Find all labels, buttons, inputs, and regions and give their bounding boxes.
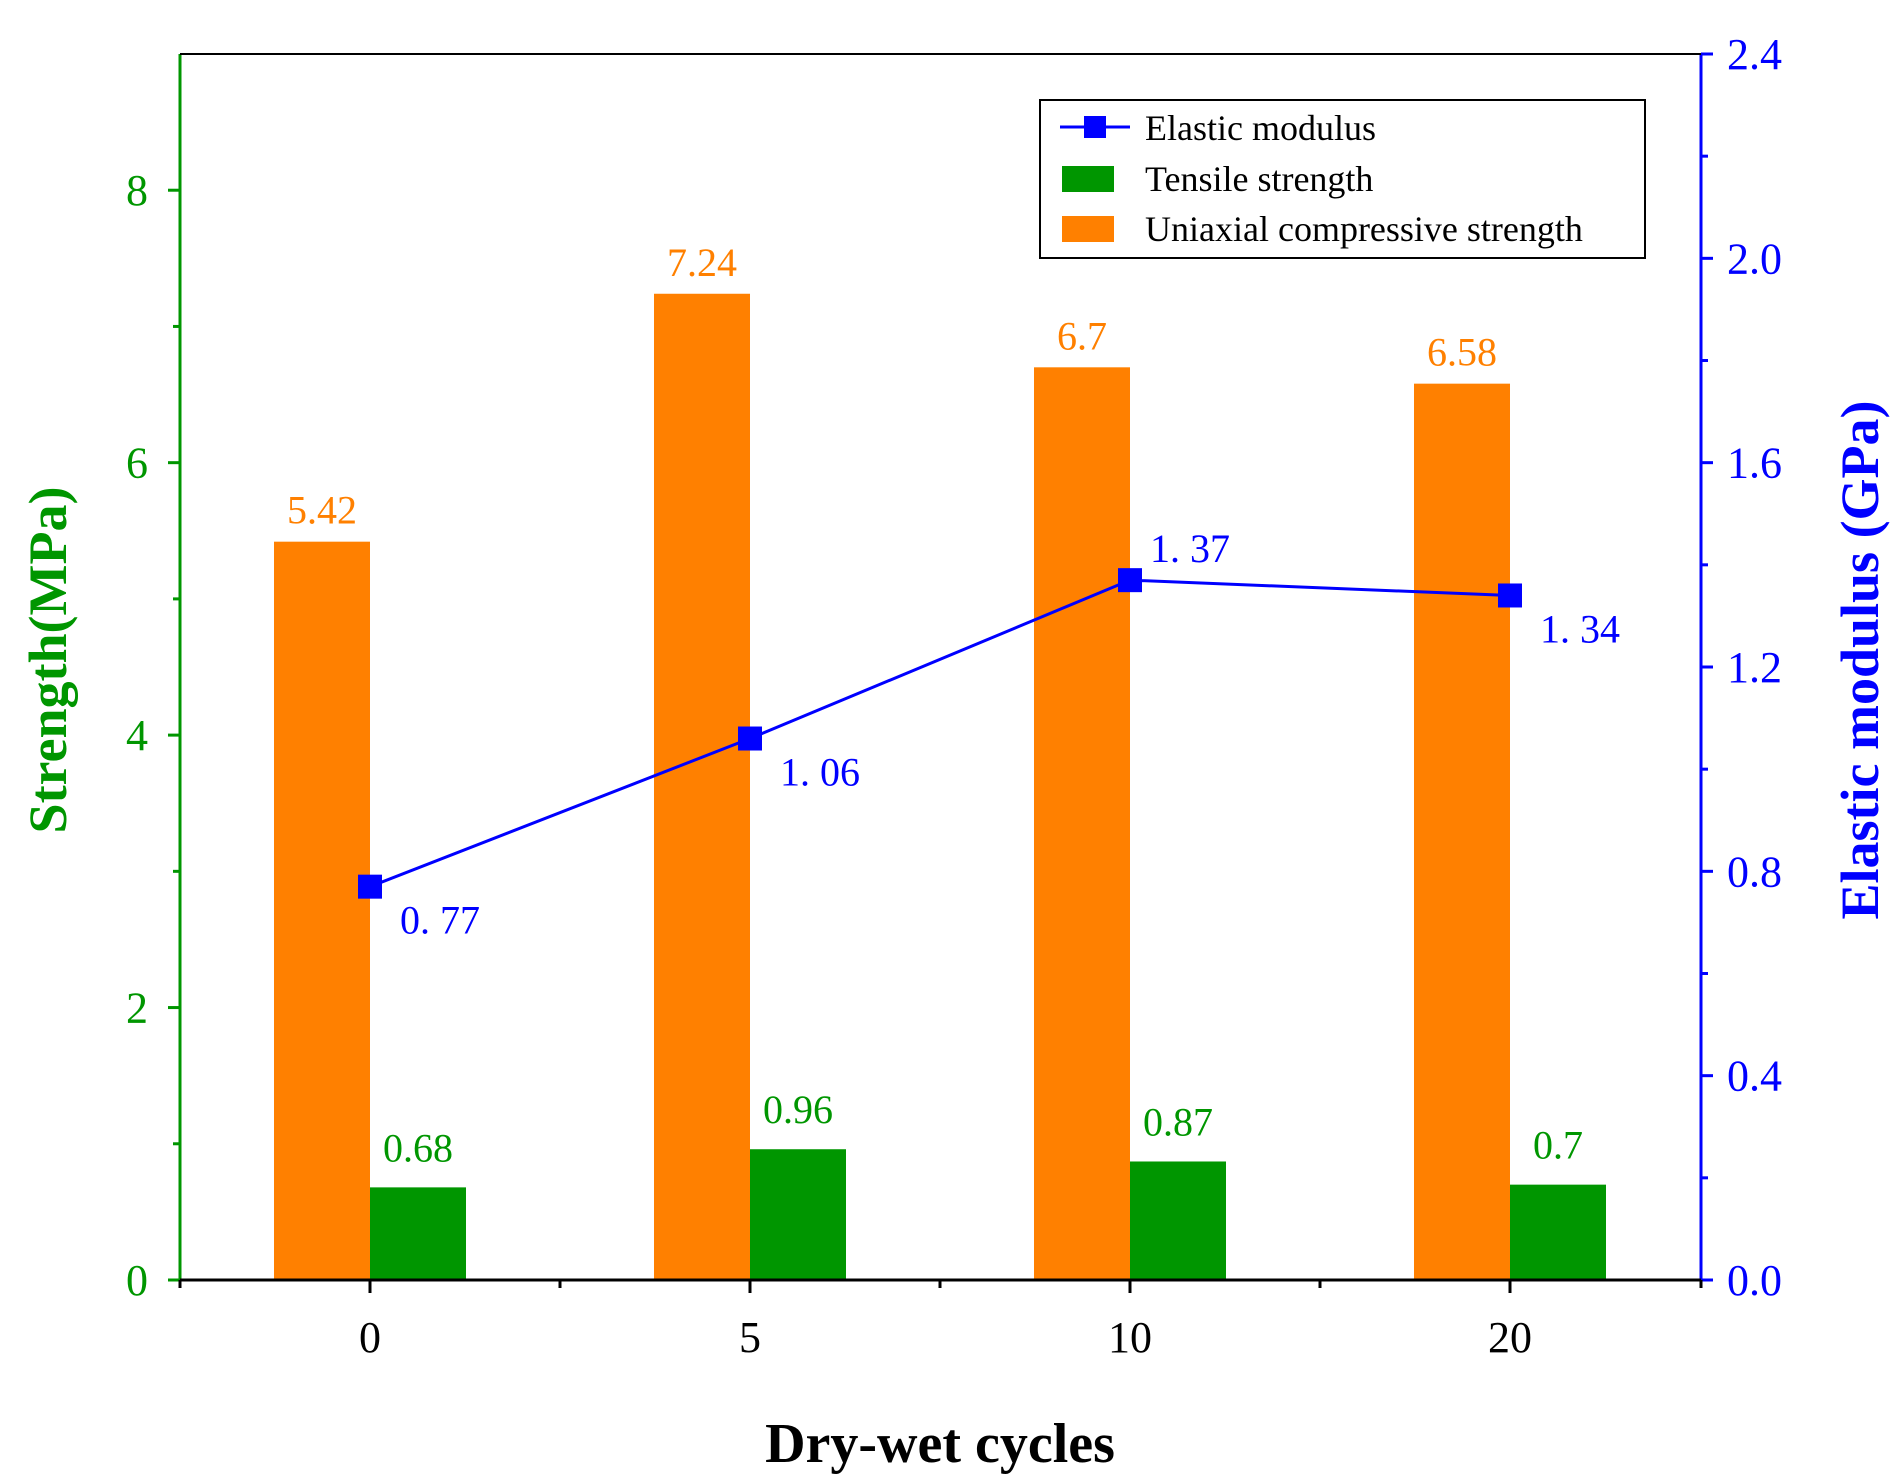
- y-right-tick-label: 2.0: [1727, 234, 1782, 283]
- bar-ucs-5: [654, 293, 750, 1280]
- x-axis-title: Dry-wet cycles: [765, 1413, 1115, 1475]
- data-labels-layer: 5.42 7.24 6.7 6.58 0.68 0.96 0.87 0.7 0. 77 1. 06…: [287, 240, 1620, 1171]
- legend-swatch-ucs: [1062, 216, 1114, 242]
- x-tick-label-0: 0: [359, 1313, 381, 1362]
- bar-tensile-0: [370, 1187, 466, 1280]
- marker-elastic-modulus-5: [738, 726, 762, 751]
- data-label-tensile-5: 0.96: [763, 1087, 833, 1132]
- legend-swatch-tensile: [1062, 166, 1114, 192]
- x-tick-label-20: 20: [1488, 1313, 1532, 1362]
- y-right-tick-label: 1.6: [1727, 439, 1782, 488]
- data-label-ucs-20: 6.58: [1427, 330, 1497, 375]
- legend-label-tensile-strength: Tensile strength: [1145, 159, 1373, 199]
- data-label-ucs-5: 7.24: [667, 240, 737, 285]
- axes-layer: 0 2 4 6 8 0.0 0.4 0.8 1.2 1.6 2.0 2.4 0 5 10 20: [126, 30, 1782, 1362]
- data-label-elastic-modulus-20: 1. 34: [1540, 606, 1620, 651]
- y-left-axis-title: Strength(MPa): [18, 487, 78, 834]
- y-right-tick-label: 0.4: [1727, 1052, 1782, 1101]
- y-right-tick-label: 2.4: [1727, 30, 1782, 79]
- bars-layer: [274, 293, 1606, 1280]
- y-left-tick-label: 0: [126, 1256, 148, 1305]
- data-label-ucs-0: 5.42: [287, 488, 357, 533]
- bar-ucs-0: [274, 541, 370, 1280]
- y-left-tick-label: 8: [126, 166, 148, 215]
- bar-ucs-10: [1034, 367, 1130, 1280]
- series-line-elastic-modulus: [369, 578, 1511, 889]
- legend: Elastic modulus Tensile strength Uniaxia…: [1039, 99, 1646, 259]
- data-label-elastic-modulus-10: 1. 37: [1150, 526, 1230, 571]
- y-left-tick-label: 6: [126, 439, 148, 488]
- y-left-tick-label: 2: [126, 984, 148, 1033]
- bar-ucs-20: [1414, 383, 1510, 1280]
- data-label-elastic-modulus-5: 1. 06: [780, 750, 860, 795]
- y-right-tick-label: 0.0: [1727, 1256, 1782, 1305]
- y-left-tick-label: 4: [126, 711, 148, 760]
- legend-label-elastic-modulus: Elastic modulus: [1145, 108, 1376, 148]
- x-tick-label-5: 5: [739, 1313, 761, 1362]
- bar-tensile-20: [1510, 1184, 1606, 1280]
- data-label-ucs-10: 6.7: [1057, 313, 1107, 358]
- bar-tensile-10: [1130, 1161, 1226, 1280]
- legend-box: [1039, 99, 1646, 259]
- legend-label-ucs: Uniaxial compressive strength: [1145, 209, 1583, 249]
- y-right-axis-title: Elastic modulus (GPa): [1830, 400, 1890, 919]
- marker-elastic-modulus-20: [1498, 583, 1522, 608]
- data-label-elastic-modulus-0: 0. 77: [400, 898, 480, 943]
- marker-elastic-modulus-0: [358, 874, 382, 899]
- bar-tensile-5: [750, 1149, 846, 1280]
- data-label-tensile-10: 0.87: [1143, 1099, 1213, 1144]
- line-layer: [358, 568, 1522, 899]
- legend-square-marker-icon: [1084, 116, 1106, 138]
- x-tick-label-10: 10: [1108, 1313, 1152, 1362]
- marker-elastic-modulus-10: [1118, 568, 1142, 593]
- data-label-tensile-0: 0.68: [383, 1125, 453, 1170]
- y-right-tick-label: 1.2: [1727, 643, 1782, 692]
- data-label-tensile-20: 0.7: [1533, 1123, 1583, 1168]
- y-right-tick-label: 0.8: [1727, 847, 1782, 896]
